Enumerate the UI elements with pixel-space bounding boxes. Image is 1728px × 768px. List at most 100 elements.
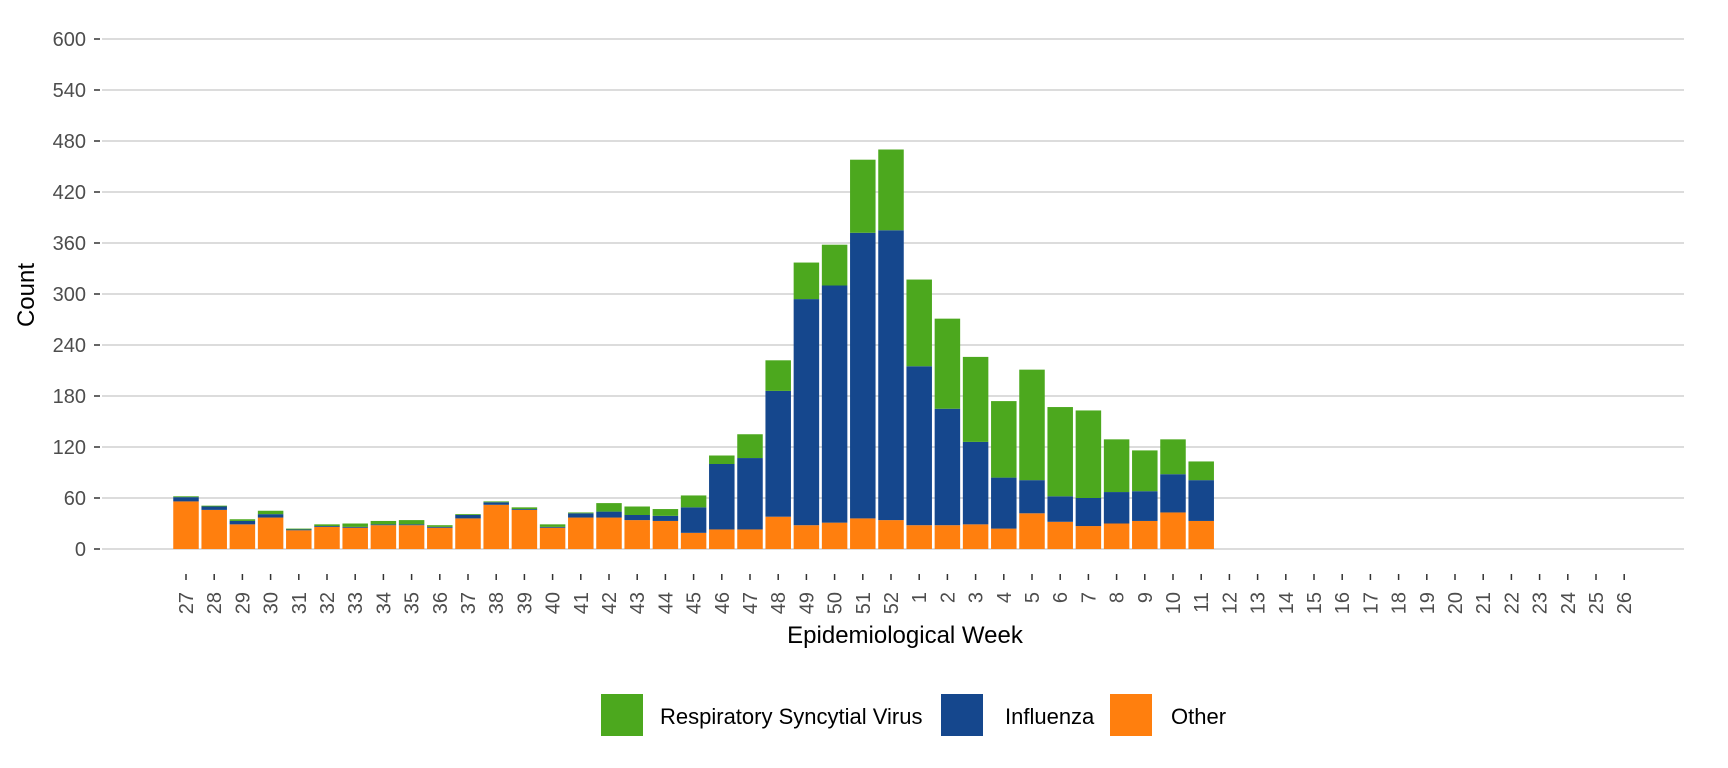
x-tick-label: 36	[430, 592, 452, 614]
x-axis-title: Epidemiological Week	[787, 622, 1024, 649]
bar-influenza	[652, 515, 679, 521]
bar-other	[483, 504, 509, 549]
legend-key	[1110, 694, 1152, 736]
bar-respiratory-syncytial-virus	[624, 506, 650, 515]
bar-respiratory-syncytial-virus	[286, 528, 312, 530]
bar-other	[229, 524, 256, 549]
bar-influenza	[483, 502, 509, 505]
bar-respiratory-syncytial-virus	[568, 512, 594, 514]
legend: Respiratory Syncytial Virus Influenza Othe…	[601, 694, 1226, 736]
bar-respiratory-syncytial-virus	[878, 149, 904, 231]
bar-respiratory-syncytial-virus	[596, 503, 622, 512]
bar-other	[991, 528, 1017, 549]
bars	[173, 149, 1214, 549]
x-tick-label: 52	[881, 592, 903, 614]
bar-influenza	[257, 514, 284, 518]
x-tick-label: 50	[825, 592, 847, 614]
x-tick-label: 5	[1022, 592, 1044, 603]
x-tick-label: 37	[458, 592, 480, 614]
bar-respiratory-syncytial-virus	[398, 520, 425, 525]
x-tick-label: 49	[796, 592, 818, 614]
bar-influenza	[1188, 480, 1214, 521]
bar-influenza	[680, 507, 707, 533]
x-tick-label: 48	[768, 592, 790, 614]
x-tick-label: 44	[655, 592, 677, 614]
bar-influenza	[1019, 480, 1045, 514]
bar-influenza	[962, 441, 989, 525]
legend-label: Influenza	[1005, 704, 1095, 729]
bar-other	[257, 517, 284, 549]
y-axis-title: Count	[13, 263, 40, 327]
x-tick-label: 28	[204, 592, 226, 614]
bar-influenza	[1160, 474, 1186, 513]
bar-respiratory-syncytial-virus	[1132, 450, 1158, 492]
bar-other	[427, 527, 453, 549]
bar-influenza	[1047, 496, 1073, 522]
bar-influenza	[398, 524, 425, 526]
x-tick-label: 4	[994, 592, 1016, 603]
x-tick-label: 27	[176, 592, 198, 614]
bar-respiratory-syncytial-virus	[850, 159, 876, 233]
bar-influenza	[201, 506, 227, 510]
bar-respiratory-syncytial-virus	[1188, 461, 1214, 481]
x-tick-label: 1	[909, 592, 931, 603]
bar-influenza	[596, 511, 622, 518]
bar-respiratory-syncytial-virus	[1103, 439, 1130, 493]
bar-other	[737, 529, 763, 549]
y-axis-ticks: 0 60 120 180 240 300 360 420 480 540 600	[53, 29, 100, 561]
bar-respiratory-syncytial-virus	[427, 525, 453, 527]
x-tick-label: 45	[684, 592, 706, 614]
bar-influenza	[173, 497, 199, 502]
bar-other	[173, 501, 199, 549]
bar-other	[201, 509, 227, 549]
bar-influenza	[793, 299, 820, 526]
bar-other	[878, 520, 904, 549]
x-tick-label: 18	[1389, 592, 1411, 614]
bar-influenza	[765, 390, 791, 517]
x-tick-label: 43	[627, 592, 649, 614]
bar-other	[906, 525, 932, 549]
x-tick-label: 33	[345, 592, 367, 614]
x-tick-label: 21	[1473, 592, 1495, 614]
bar-influenza	[568, 513, 594, 518]
x-tick-label: 16	[1332, 592, 1354, 614]
legend-label: Respiratory Syncytial Virus	[660, 704, 922, 729]
bar-respiratory-syncytial-virus	[257, 510, 284, 515]
bar-respiratory-syncytial-virus	[737, 434, 763, 459]
bar-respiratory-syncytial-virus	[173, 496, 199, 498]
y-tick-label: 180	[53, 386, 86, 408]
bar-influenza	[737, 458, 763, 530]
x-tick-label: 17	[1360, 592, 1382, 614]
bar-influenza	[229, 520, 256, 525]
bar-respiratory-syncytial-virus	[370, 520, 397, 525]
x-axis-ticks: 27 28 29 30 31 32 33 34 35 36 37 38 39 40 41 42 43 44 45 46…	[176, 574, 1636, 614]
bar-influenza	[934, 408, 961, 526]
x-tick-label: 15	[1304, 592, 1326, 614]
bar-respiratory-syncytial-virus	[709, 455, 735, 464]
bar-respiratory-syncytial-virus	[1019, 369, 1045, 481]
y-tick-label: 300	[53, 284, 86, 306]
bar-other	[342, 527, 368, 549]
x-tick-label: 7	[1078, 592, 1100, 603]
bar-other	[680, 532, 707, 549]
y-tick-label: 240	[53, 335, 86, 357]
bar-respiratory-syncytial-virus	[680, 495, 707, 508]
bar-other	[624, 520, 650, 549]
x-tick-label: 22	[1501, 592, 1523, 614]
bar-respiratory-syncytial-virus	[1047, 407, 1073, 497]
x-tick-label: 13	[1248, 592, 1270, 614]
bar-influenza	[370, 524, 397, 526]
bar-respiratory-syncytial-virus	[793, 262, 820, 300]
x-tick-label: 6	[1050, 592, 1072, 603]
bar-respiratory-syncytial-virus	[1160, 439, 1186, 475]
bar-respiratory-syncytial-virus	[1075, 410, 1102, 498]
x-tick-label: 46	[712, 592, 734, 614]
x-tick-label: 25	[1586, 592, 1608, 614]
bar-respiratory-syncytial-virus	[765, 360, 791, 391]
legend-key	[601, 694, 643, 736]
x-tick-label: 26	[1614, 592, 1636, 614]
bar-influenza	[1132, 491, 1158, 521]
y-tick-label: 540	[53, 80, 86, 102]
bar-other	[1075, 526, 1102, 549]
